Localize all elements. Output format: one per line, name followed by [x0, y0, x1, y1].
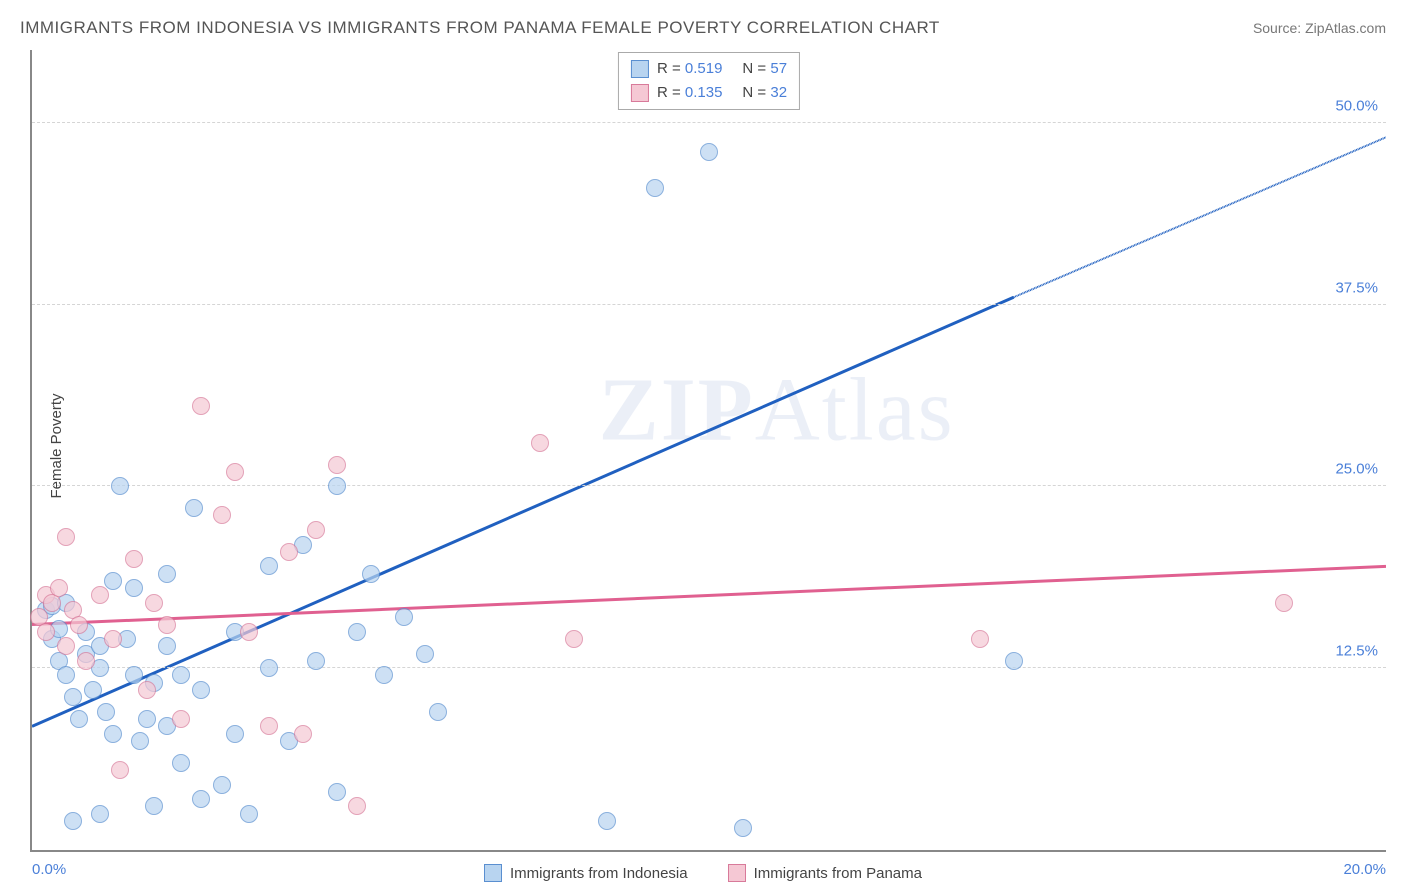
data-point [416, 645, 434, 663]
data-point [172, 710, 190, 728]
data-point [395, 608, 413, 626]
data-point [64, 688, 82, 706]
legend-label: Immigrants from Indonesia [510, 865, 688, 882]
data-point [125, 550, 143, 568]
data-point [328, 456, 346, 474]
y-tick-label: 50.0% [1335, 97, 1378, 114]
legend-item: Immigrants from Indonesia [484, 864, 688, 882]
data-point [64, 812, 82, 830]
data-point [77, 652, 95, 670]
stats-row: R = 0.519 N = 57 [631, 57, 787, 81]
data-point [1275, 594, 1293, 612]
legend-item: Immigrants from Panama [728, 864, 922, 882]
swatch-icon [728, 864, 746, 882]
gridline [32, 122, 1386, 123]
data-point [971, 630, 989, 648]
y-tick-label: 12.5% [1335, 643, 1378, 660]
data-point [700, 143, 718, 161]
data-point [172, 666, 190, 684]
data-point [158, 565, 176, 583]
data-point [328, 477, 346, 495]
gridline [32, 304, 1386, 305]
data-point [348, 797, 366, 815]
data-point [328, 783, 346, 801]
data-point [104, 572, 122, 590]
data-point [37, 623, 55, 641]
data-point [307, 652, 325, 670]
legend-label: Immigrants from Panama [754, 865, 922, 882]
data-point [125, 666, 143, 684]
data-point [145, 797, 163, 815]
data-point [97, 703, 115, 721]
data-point [307, 521, 325, 539]
series-legend: Immigrants from Indonesia Immigrants from… [0, 864, 1406, 882]
data-point [57, 528, 75, 546]
y-tick-label: 25.0% [1335, 461, 1378, 478]
data-point [91, 805, 109, 823]
plot-area: ZIPAtlas 12.5%25.0%37.5%50.0%0.0%20.0% [32, 50, 1386, 850]
data-point [646, 179, 664, 197]
data-point [111, 761, 129, 779]
data-point [565, 630, 583, 648]
data-point [125, 579, 143, 597]
data-point [70, 710, 88, 728]
data-point [226, 463, 244, 481]
data-point [57, 666, 75, 684]
data-point [104, 630, 122, 648]
data-point [111, 477, 129, 495]
data-point [192, 790, 210, 808]
data-point [91, 586, 109, 604]
r-label: R = 0.519 [657, 57, 722, 81]
gridline [32, 667, 1386, 668]
data-point [598, 812, 616, 830]
data-point [240, 623, 258, 641]
data-point [138, 681, 156, 699]
data-point [240, 805, 258, 823]
data-point [280, 543, 298, 561]
data-point [348, 623, 366, 641]
data-point [192, 681, 210, 699]
data-point [70, 616, 88, 634]
data-point [531, 434, 549, 452]
source-label: Source: ZipAtlas.com [1253, 20, 1386, 36]
n-label: N = 32 [742, 81, 787, 105]
data-point [362, 565, 380, 583]
data-point [213, 506, 231, 524]
data-point [260, 659, 278, 677]
swatch-icon [631, 84, 649, 102]
data-point [138, 710, 156, 728]
data-point [50, 579, 68, 597]
data-point [192, 397, 210, 415]
swatch-icon [631, 60, 649, 78]
data-point [429, 703, 447, 721]
data-point [226, 725, 244, 743]
data-point [734, 819, 752, 837]
n-label: N = 57 [742, 57, 787, 81]
data-point [57, 637, 75, 655]
swatch-icon [484, 864, 502, 882]
data-point [185, 499, 203, 517]
watermark: ZIPAtlas [599, 359, 955, 462]
data-point [145, 594, 163, 612]
data-point [260, 717, 278, 735]
chart-area: ZIPAtlas 12.5%25.0%37.5%50.0%0.0%20.0% R… [30, 50, 1386, 852]
data-point [375, 666, 393, 684]
data-point [84, 681, 102, 699]
data-point [131, 732, 149, 750]
data-point [213, 776, 231, 794]
stats-legend: R = 0.519 N = 57 R = 0.135 N = 32 [618, 52, 800, 110]
data-point [158, 637, 176, 655]
stats-row: R = 0.135 N = 32 [631, 81, 787, 105]
data-point [104, 725, 122, 743]
data-point [260, 557, 278, 575]
data-point [1005, 652, 1023, 670]
data-point [294, 725, 312, 743]
data-point [172, 754, 190, 772]
data-point [158, 616, 176, 634]
r-label: R = 0.135 [657, 81, 722, 105]
gridline [32, 485, 1386, 486]
chart-title: IMMIGRANTS FROM INDONESIA VS IMMIGRANTS … [20, 18, 940, 38]
y-tick-label: 37.5% [1335, 279, 1378, 296]
title-bar: IMMIGRANTS FROM INDONESIA VS IMMIGRANTS … [20, 18, 1386, 38]
